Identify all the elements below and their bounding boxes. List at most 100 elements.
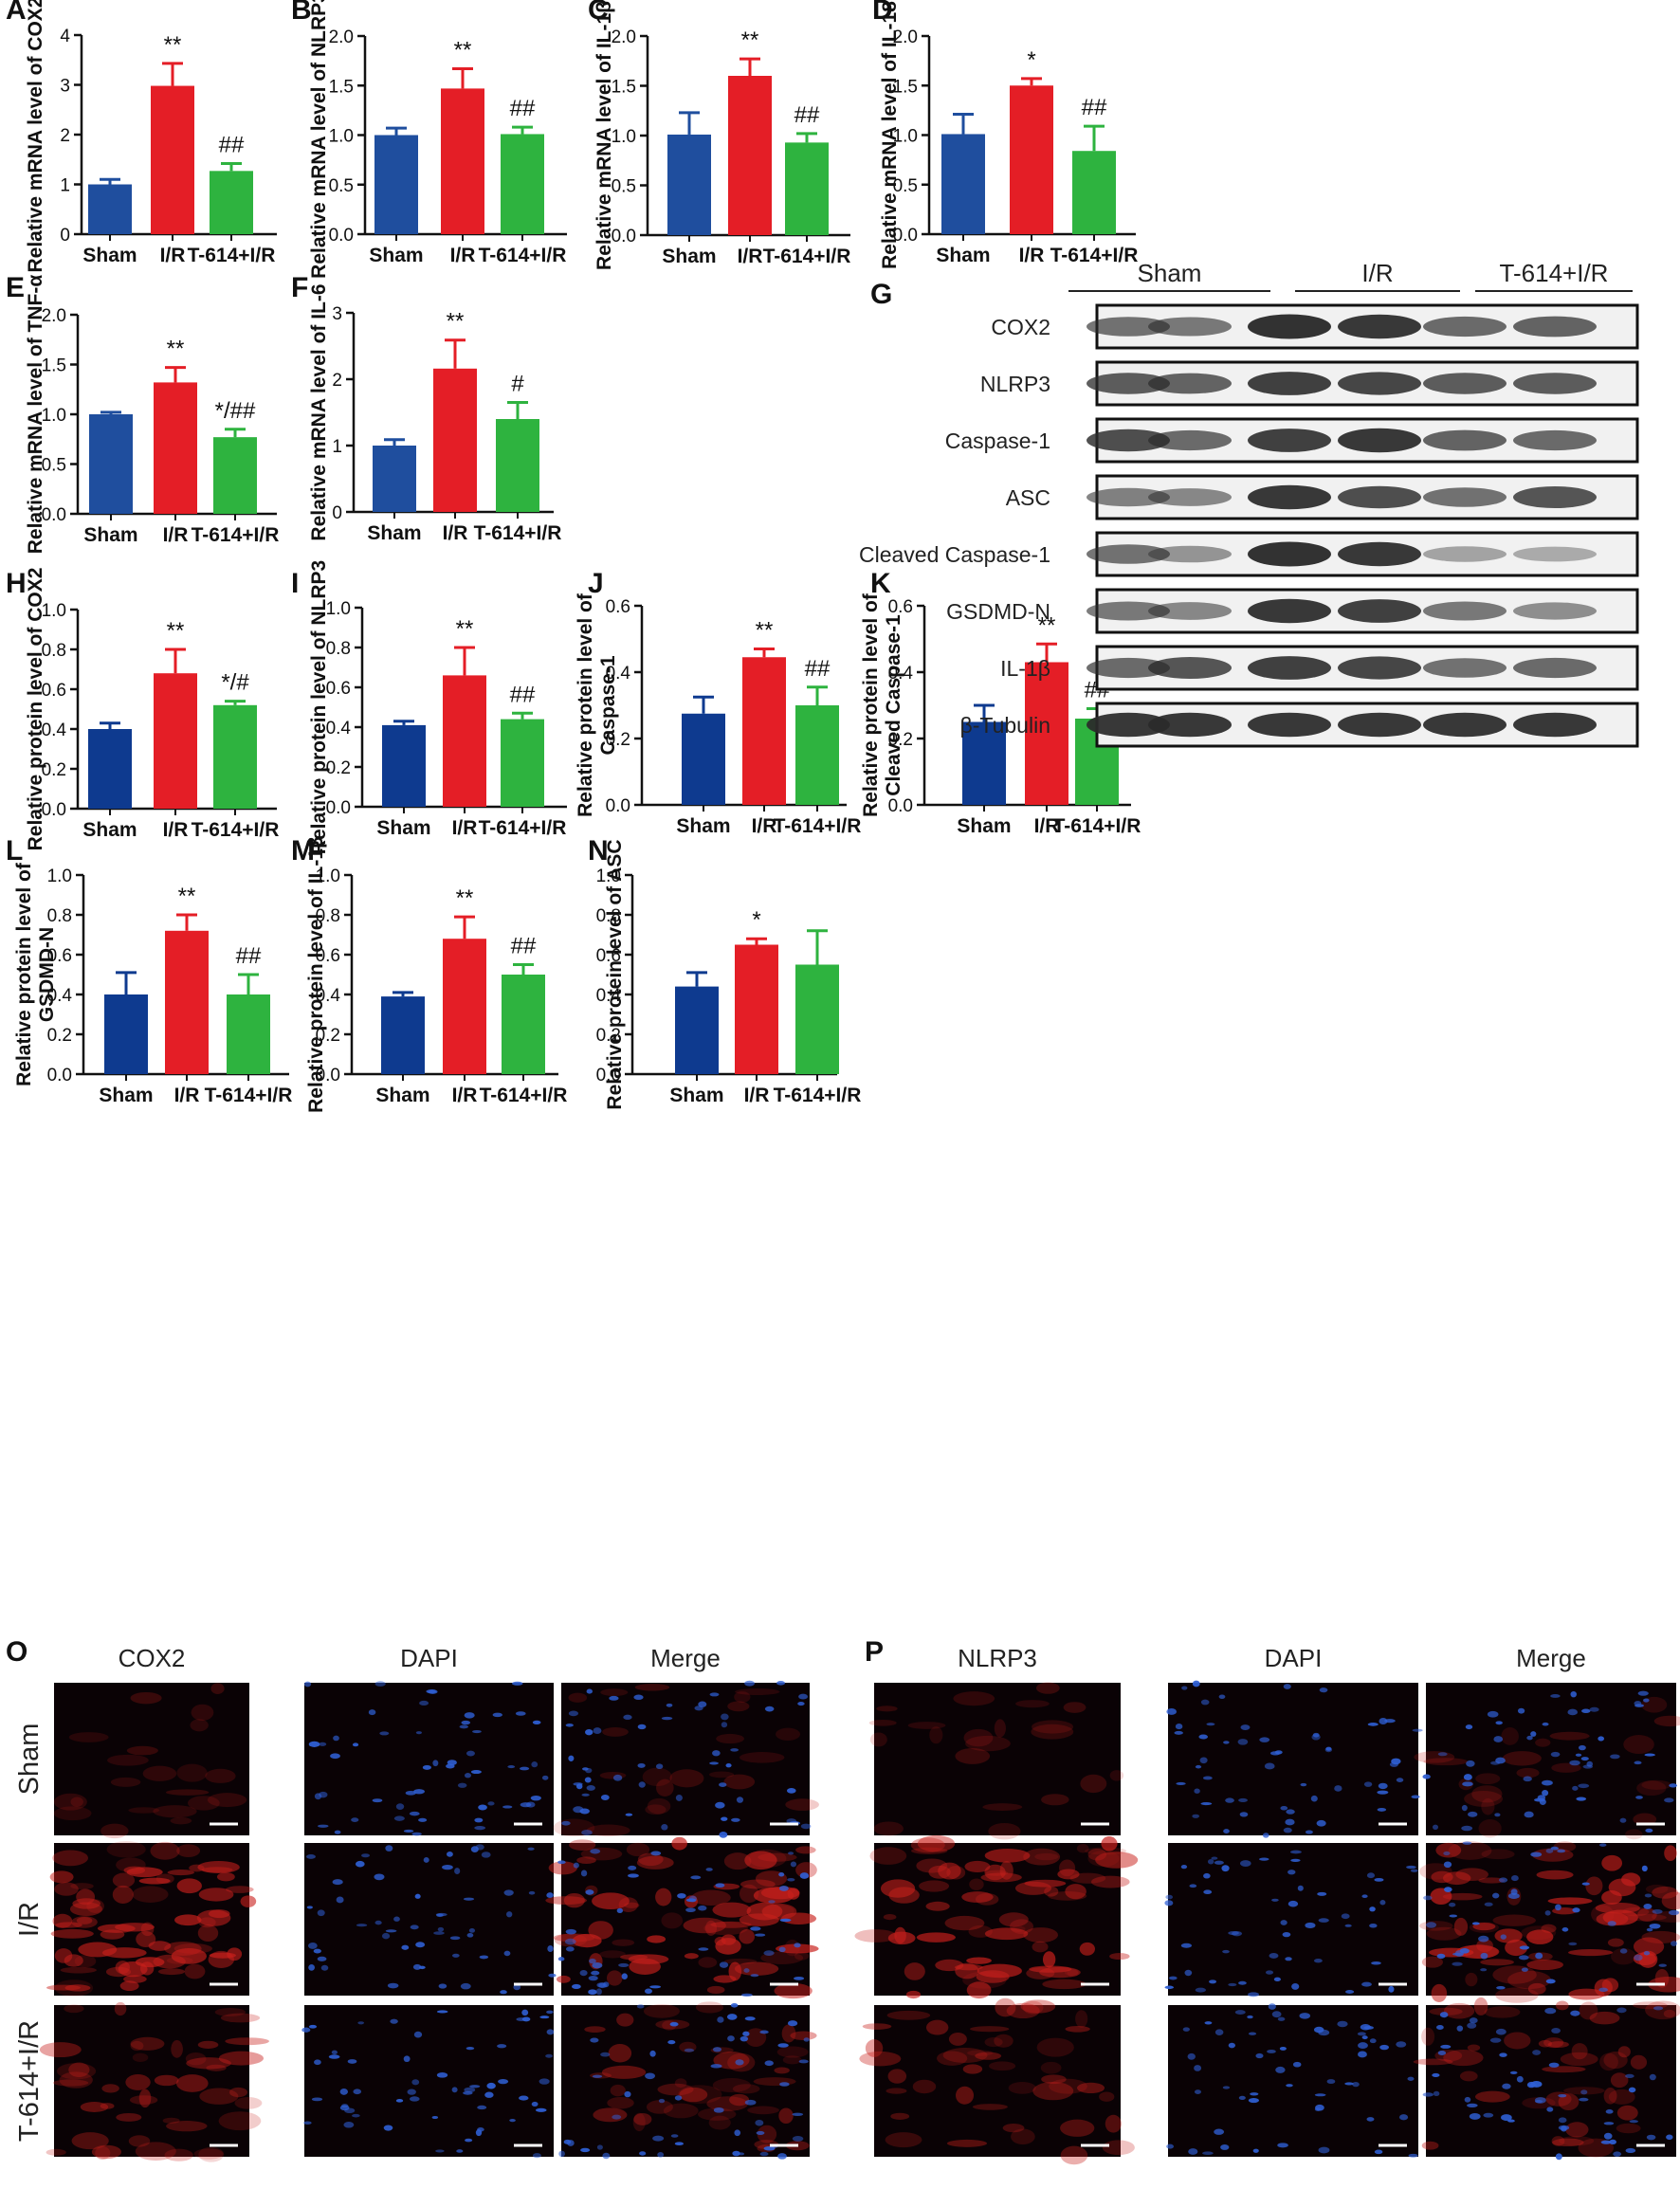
red-stain (655, 1888, 672, 1906)
panel-letter: E (6, 272, 25, 303)
red-stain (988, 1823, 1021, 1840)
red-stain (911, 1847, 948, 1854)
fluor-column-label: DAPI (400, 1644, 458, 1672)
blot-band (1087, 657, 1170, 679)
red-stain (71, 2132, 109, 2150)
nucleus-dot (1344, 2082, 1354, 2086)
red-stain (1109, 1952, 1130, 1961)
nucleus-dot (1228, 1982, 1237, 1987)
nucleus-dot (1649, 1923, 1661, 1929)
red-stain (1464, 1790, 1504, 1807)
y-tick-label: 1.5 (329, 77, 354, 97)
nucleus-dot (1299, 2013, 1310, 2019)
red-stain (643, 2004, 680, 2018)
y-axis-title-line: Relative protein level of (575, 593, 596, 817)
significance-label: ** (741, 27, 759, 53)
nucleus-dot (1313, 2026, 1324, 2034)
nucleus-dot (797, 1702, 805, 1706)
nucleus-dot (712, 1750, 721, 1757)
nucleus-dot (1311, 1734, 1321, 1741)
nucleus-dot (314, 2059, 321, 2066)
nucleus-dot (1175, 1724, 1183, 1730)
nucleus-dot (1379, 1900, 1386, 1906)
nucleus-dot (1523, 1776, 1532, 1782)
nucleus-dot (390, 2018, 398, 2024)
nucleus-dot (1496, 1985, 1506, 1990)
nucleus-dot (355, 1860, 365, 1868)
nucleus-dot (593, 1727, 602, 1735)
fluor-tile-bg (1168, 1843, 1418, 1996)
nucleus-dot (650, 1851, 662, 1856)
red-stain (862, 2023, 892, 2030)
blot-band (1513, 546, 1597, 562)
nucleus-dot (644, 1988, 652, 1995)
red-stain (1625, 1829, 1643, 1840)
red-stain (775, 1943, 819, 1954)
red-stain (1661, 1891, 1680, 1910)
nucleus-dot (1326, 2079, 1336, 2085)
red-stain (1502, 1751, 1542, 1766)
red-stain (1036, 1682, 1060, 1694)
nucleus-dot (1203, 1889, 1213, 1895)
red-stain (1475, 1773, 1501, 1785)
nucleus-dot (637, 1724, 647, 1730)
nucleus-dot (1461, 1804, 1468, 1812)
nucleus-dot (527, 1847, 535, 1851)
y-axis-title-line: Relative mRNA level of COX2 (25, 0, 46, 273)
bar-Sham (675, 986, 719, 1074)
nucleus-dot (1637, 1690, 1649, 1696)
red-stain (1429, 2007, 1463, 2016)
y-tick-label: 3 (332, 304, 342, 324)
fluor-tile-bg (1426, 2005, 1676, 2157)
nucleus-dot (418, 1817, 428, 1822)
nucleus-dot (1501, 2114, 1512, 2122)
blot-row-label: NLRP3 (980, 372, 1050, 396)
nucleus-dot (374, 1920, 382, 1925)
red-stain (139, 1961, 155, 1976)
y-axis-title: Relative mRNA level of IL-18 (879, 1, 901, 269)
red-stain (1015, 1700, 1050, 1708)
nucleus-dot (1561, 1927, 1569, 1932)
nucleus-dot (1572, 1907, 1580, 1913)
nucleus-dot (1437, 2051, 1447, 2056)
nucleus-dot (311, 2097, 323, 2102)
nucleus-dot (1440, 2044, 1452, 2049)
nucleus-dot (778, 1946, 786, 1953)
nucleus-dot (317, 1956, 327, 1961)
y-tick-label: 0.6 (606, 597, 630, 617)
red-stain (64, 2004, 84, 2014)
nucleus-dot (385, 1929, 397, 1933)
y-tick-label: 0.2 (316, 1026, 340, 1046)
nucleus-dot (306, 1906, 313, 1909)
y-tick-label: 2.0 (42, 306, 66, 326)
nucleus-dot (405, 1790, 416, 1796)
nucleus-dot (1357, 2032, 1366, 2036)
y-axis-title-line: Relative protein level of COX2 (25, 568, 46, 851)
red-stain (1443, 2050, 1484, 2067)
nucleus-dot (435, 1912, 447, 1917)
red-stain (1010, 1919, 1034, 1934)
nucleus-dot (1300, 1782, 1307, 1787)
nucleus-dot (308, 1741, 320, 1747)
nucleus-dot (1537, 1795, 1546, 1801)
red-stain (1011, 2128, 1035, 2145)
red-stain (1059, 1859, 1076, 1877)
nucleus-dot (1209, 1979, 1217, 1984)
red-stain (880, 1879, 916, 1898)
red-stain (1008, 2082, 1036, 2094)
red-stain (1599, 2052, 1618, 2071)
nucleus-dot (1238, 1980, 1247, 1985)
red-stain (1044, 1886, 1059, 1897)
red-stain (1558, 2093, 1580, 2111)
nucleus-dot (393, 1815, 405, 1821)
nucleus-dot (379, 1731, 390, 1736)
nucleus-dot (468, 1927, 476, 1933)
red-stain (1022, 2000, 1044, 2015)
nucleus-dot (419, 1700, 429, 1706)
red-stain (723, 1958, 758, 1964)
nucleus-dot (1439, 2012, 1449, 2018)
x-tick-label: Sham (669, 1085, 723, 1106)
nucleus-dot (698, 1947, 709, 1951)
nucleus-dot (1367, 1723, 1379, 1726)
nucleus-dot (461, 1720, 471, 1725)
